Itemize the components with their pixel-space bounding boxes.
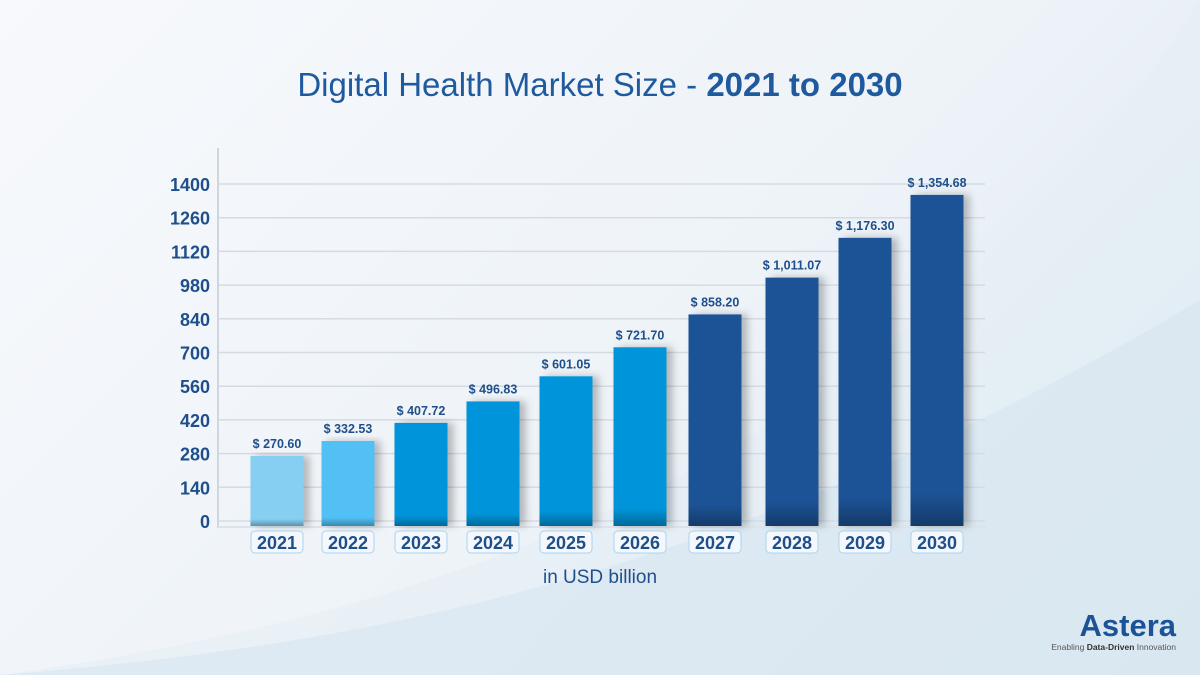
y-tick-label: 1400	[170, 175, 210, 195]
title-years: 2021 to 2030	[706, 66, 903, 103]
x-tick-box	[838, 530, 892, 554]
y-tick-label: 840	[180, 310, 210, 330]
unit-label: in USD billion	[542, 567, 658, 588]
data-label: $ 496.83	[469, 382, 518, 396]
logo-tagline: Enabling Data-Driven Innovation	[1051, 642, 1176, 652]
data-label: $ 270.60	[253, 437, 302, 451]
y-tick-label: 1120	[171, 242, 210, 262]
x-tick-box	[321, 530, 375, 554]
title-main: Digital Health Market Size -	[297, 66, 707, 103]
data-label: $ 332.53	[324, 422, 373, 436]
bar-shade	[765, 277, 819, 526]
data-label: $ 858.20	[691, 295, 740, 309]
data-label: $ 1,011.07	[763, 259, 821, 273]
bar-shade	[250, 455, 304, 526]
x-tick-box	[539, 530, 593, 554]
y-tick-label: 1260	[170, 209, 210, 229]
x-tick-box	[466, 530, 520, 554]
y-tick-label: 420	[180, 411, 210, 431]
x-tick-box	[688, 530, 742, 554]
data-label: $ 1,354.68	[907, 176, 966, 190]
y-tick-label: 700	[180, 344, 210, 364]
x-tick-label: 2024	[473, 533, 513, 553]
bar-shade	[466, 401, 520, 526]
bar-shade	[838, 237, 892, 526]
x-tick-label: 2029	[845, 533, 885, 553]
y-tick-label: 0	[200, 512, 210, 532]
x-tick-box	[394, 530, 448, 554]
x-tick-label: 2026	[620, 533, 660, 553]
bar-shade	[321, 440, 375, 526]
x-tick-label: 2030	[917, 533, 957, 553]
logo-word: Astera	[1079, 608, 1177, 643]
x-tick-box	[910, 530, 964, 554]
bar-shade	[613, 347, 667, 526]
x-tick-label: 2025	[546, 533, 586, 553]
y-tick-label: 140	[180, 478, 210, 498]
x-tick-label: 2023	[401, 533, 441, 553]
data-label: $ 1,176.30	[835, 219, 894, 233]
y-tick-label: 280	[180, 445, 210, 465]
x-tick-box	[613, 530, 667, 554]
bar-shade	[688, 314, 742, 526]
data-label: $ 601.05	[542, 357, 591, 371]
x-tick-box	[250, 530, 304, 554]
x-tick-box	[765, 530, 819, 554]
y-tick-label: 560	[180, 377, 210, 397]
x-tick-label: 2022	[328, 533, 368, 553]
data-label: $ 721.70	[616, 328, 665, 342]
chart-title: Digital Health Market Size - 2021 to 203…	[0, 66, 1200, 104]
bar-shade	[539, 376, 593, 526]
data-label: $ 407.72	[397, 404, 446, 418]
x-tick-label: 2027	[695, 533, 735, 553]
x-tick-label: 2021	[257, 533, 297, 553]
bar-shade	[394, 422, 448, 526]
y-tick-label: 980	[180, 276, 210, 296]
bar-shade	[910, 194, 964, 526]
astera-logo: Astera Enabling Data-Driven Innovation	[1046, 608, 1177, 653]
x-tick-label: 2028	[772, 533, 812, 553]
